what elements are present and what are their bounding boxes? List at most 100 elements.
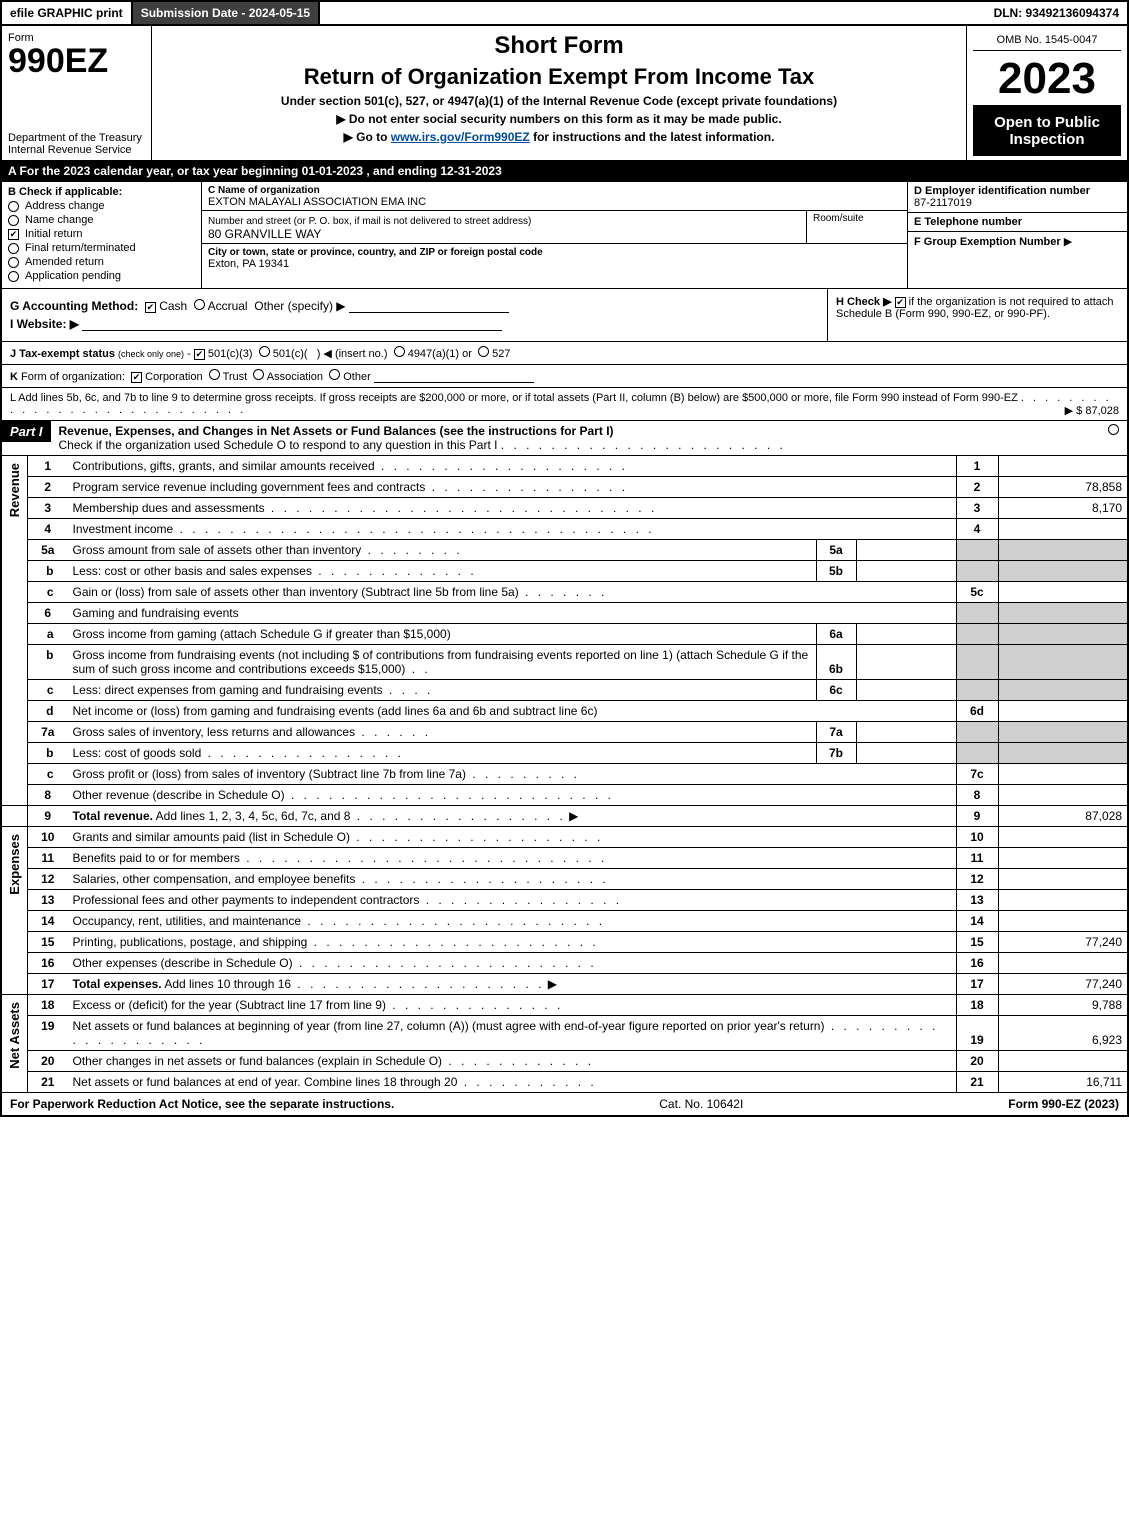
line-5b-no: b (28, 561, 68, 582)
line-14-no: 14 (28, 911, 68, 932)
501c-checkbox[interactable] (259, 346, 270, 357)
block-g-h-i: G Accounting Method: Cash Accrual Other … (0, 289, 1129, 342)
line-2-val: 78,858 (998, 477, 1128, 498)
line-7a-desc: Gross sales of inventory, less returns a… (73, 725, 356, 739)
line-6c-desc: Less: direct expenses from gaming and fu… (73, 683, 383, 697)
row-k-form-org: K Form of organization: Corporation Trus… (0, 365, 1129, 388)
line-6d-no: d (28, 701, 68, 722)
line-19-val: 6,923 (998, 1016, 1128, 1051)
line-5a-desc: Gross amount from sale of assets other t… (73, 543, 362, 557)
other-org-checkbox[interactable] (329, 369, 340, 380)
4947-checkbox[interactable] (394, 346, 405, 357)
line-4-box: 4 (956, 519, 998, 540)
line-5b-greyval (998, 561, 1128, 582)
line-8-box: 8 (956, 785, 998, 806)
i-website: I Website: ▶ (10, 317, 819, 331)
line-6c-sub: 6c (816, 680, 856, 701)
line-16-box: 16 (956, 953, 998, 974)
row-j-tax-exempt: J Tax-exempt status (check only one) - 5… (0, 342, 1129, 365)
line-20-val (998, 1051, 1128, 1072)
line-17-desc: Total expenses. (73, 977, 162, 991)
no-ssn-notice: ▶ Do not enter social security numbers o… (158, 112, 960, 126)
line-5b-greybox (956, 561, 998, 582)
line-6d-box: 6d (956, 701, 998, 722)
line-14-box: 14 (956, 911, 998, 932)
b-check-item: Address change (8, 200, 195, 212)
b-checkbox[interactable] (8, 201, 19, 212)
line-6a-desc: Gross income from gaming (attach Schedul… (73, 627, 451, 641)
line-6d-val (998, 701, 1128, 722)
b-checkbox-label: Final return/terminated (25, 242, 136, 254)
row-a-calendar-year: A For the 2023 calendar year, or tax yea… (0, 161, 1129, 182)
line-18-box: 18 (956, 995, 998, 1016)
line-5c-desc: Gain or (loss) from sale of assets other… (73, 585, 519, 599)
line-15-no: 15 (28, 932, 68, 953)
schedule-o-checkbox[interactable] (1108, 424, 1119, 435)
h-checkbox[interactable] (895, 297, 906, 308)
h-schedule-b: H Check ▶ if the organization is not req… (827, 289, 1127, 341)
dept-treasury: Department of the Treasury Internal Reve… (8, 132, 145, 156)
i-label: I Website: ▶ (10, 317, 79, 331)
line-17-box: 17 (956, 974, 998, 995)
line-7c-no: c (28, 764, 68, 785)
line-7c-box: 7c (956, 764, 998, 785)
b-checkbox-label: Name change (25, 214, 94, 226)
line-9-no: 9 (28, 806, 68, 827)
efile-print[interactable]: efile GRAPHIC print (2, 2, 133, 24)
line-6b-no: b (28, 645, 68, 680)
b-checkbox[interactable] (8, 243, 19, 254)
line-6-greyval (998, 603, 1128, 624)
g-accounting-method: G Accounting Method: Cash Accrual Other … (10, 299, 819, 313)
irs-link[interactable]: www.irs.gov/Form990EZ (391, 130, 530, 144)
submission-date: Submission Date - 2024-05-15 (133, 2, 320, 24)
short-form-title: Short Form (158, 32, 960, 60)
trust-checkbox[interactable] (209, 369, 220, 380)
line-6b-desc: Gross income from fundraising events (no… (73, 648, 809, 676)
dln-number: DLN: 93492136094374 (986, 2, 1127, 24)
b-checkbox-label: Address change (25, 200, 105, 212)
line-21-box: 21 (956, 1072, 998, 1093)
part-i-header: Part I Revenue, Expenses, and Changes in… (0, 421, 1129, 456)
501c3-checkbox[interactable] (194, 349, 205, 360)
line-17-no: 17 (28, 974, 68, 995)
line-20-box: 20 (956, 1051, 998, 1072)
line-11-no: 11 (28, 848, 68, 869)
corp-checkbox[interactable] (131, 372, 142, 383)
goto-pre: ▶ Go to (344, 130, 391, 144)
assoc-checkbox[interactable] (253, 369, 264, 380)
part-i-sub: Check if the organization used Schedule … (59, 438, 498, 452)
line-6a-no: a (28, 624, 68, 645)
goto-instruction: ▶ Go to www.irs.gov/Form990EZ for instru… (158, 130, 960, 144)
line-7a-subval (856, 722, 956, 743)
addr-label: Number and street (or P. O. box, if mail… (208, 216, 531, 227)
line-6-greybox (956, 603, 998, 624)
b-checkbox[interactable] (8, 215, 19, 226)
line-6-no: 6 (28, 603, 68, 624)
line-7c-desc: Gross profit or (loss) from sales of inv… (73, 767, 466, 781)
line-5a-sub: 5a (816, 540, 856, 561)
line-5b-desc: Less: cost or other basis and sales expe… (73, 564, 312, 578)
row-l-gross-receipts: L Add lines 5b, 6c, and 7b to line 9 to … (0, 388, 1129, 421)
b-checkbox[interactable] (8, 271, 19, 282)
cash-checkbox[interactable] (145, 302, 156, 313)
line-1-val (998, 456, 1128, 477)
line-18-no: 18 (28, 995, 68, 1016)
line-6a-subval (856, 624, 956, 645)
col-b-checkboxes: B Check if applicable: Address changeNam… (2, 182, 202, 288)
line-11-box: 11 (956, 848, 998, 869)
return-title: Return of Organization Exempt From Incom… (158, 64, 960, 90)
line-6b-sub: 6b (816, 645, 856, 680)
b-checkbox[interactable] (8, 229, 19, 240)
form-number: 990EZ (8, 42, 108, 80)
527-checkbox[interactable] (478, 346, 489, 357)
line-12-no: 12 (28, 869, 68, 890)
line-7a-sub: 7a (816, 722, 856, 743)
line-12-desc: Salaries, other compensation, and employ… (73, 872, 356, 886)
b-checkbox[interactable] (8, 257, 19, 268)
b-checkbox-label: Application pending (25, 270, 121, 282)
accrual-checkbox[interactable] (194, 299, 205, 310)
line-9-box: 9 (956, 806, 998, 827)
line-10-val (998, 827, 1128, 848)
part-i-title: Revenue, Expenses, and Changes in Net As… (59, 424, 614, 438)
line-19-desc: Net assets or fund balances at beginning… (73, 1019, 825, 1033)
